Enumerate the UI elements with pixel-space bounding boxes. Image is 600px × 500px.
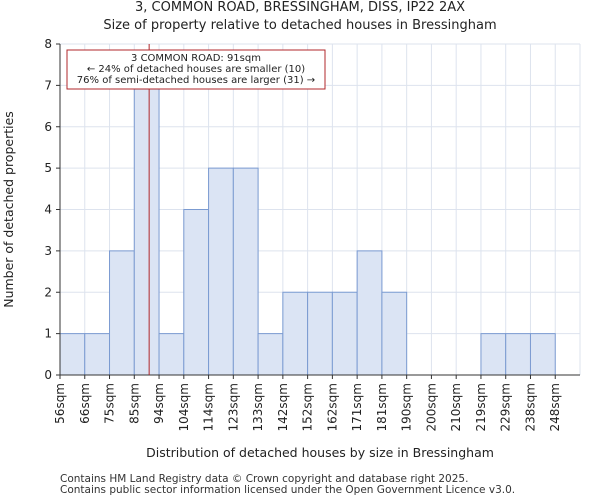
x-tick-label: 248sqm xyxy=(548,383,562,431)
y-tick-label: 0 xyxy=(44,368,52,382)
x-tick-label: 85sqm xyxy=(127,383,141,424)
x-tick-label: 190sqm xyxy=(400,383,414,431)
bar-181sqm xyxy=(381,291,408,376)
bar-56sqm xyxy=(59,333,86,376)
bar-104sqm xyxy=(183,209,210,376)
annotation-line-2: ← 24% of detached houses are smaller (10… xyxy=(87,64,305,75)
bar-123sqm xyxy=(232,167,259,376)
bar-85sqm xyxy=(133,84,160,376)
y-tick-label: 1 xyxy=(44,327,52,341)
x-tick-label: 66sqm xyxy=(78,383,92,424)
y-tick-label: 7 xyxy=(44,78,52,92)
x-tick-label: 229sqm xyxy=(499,383,513,431)
x-axis-label: Distribution of detached houses by size … xyxy=(146,445,494,460)
y-tick-label: 4 xyxy=(44,203,52,217)
x-tick-label: 114sqm xyxy=(202,383,216,431)
y-axis-label: Number of detached properties xyxy=(1,111,16,308)
bar-238sqm xyxy=(529,333,556,376)
x-tick-label: 219sqm xyxy=(474,383,488,431)
footer-line-1: Contains HM Land Registry data © Crown c… xyxy=(60,473,469,485)
x-tick-label: 200sqm xyxy=(424,383,438,431)
annotation-line-1: 3 COMMON ROAD: 91sqm xyxy=(131,53,261,64)
x-tick-label: 171sqm xyxy=(350,383,364,431)
annotation-box: 3 COMMON ROAD: 91sqm ← 24% of detached h… xyxy=(66,49,326,90)
x-tick-label: 94sqm xyxy=(152,383,166,424)
annotation-line-3: 76% of semi-detached houses are larger (… xyxy=(77,75,315,86)
chart-title: 3, COMMON ROAD, BRESSINGHAM, DISS, IP22 … xyxy=(134,0,466,15)
y-tick-label: 2 xyxy=(44,285,52,299)
bar-66sqm xyxy=(84,333,111,376)
x-tick-label: 56sqm xyxy=(53,383,67,424)
bar-229sqm xyxy=(505,333,531,376)
x-tick-label: 142sqm xyxy=(276,383,290,431)
x-tick-label: 181sqm xyxy=(375,383,389,431)
bar-75sqm xyxy=(109,250,135,376)
x-tick-label: 75sqm xyxy=(103,383,117,424)
bar-133sqm xyxy=(257,333,284,376)
bar-219sqm xyxy=(480,333,507,376)
x-tick-label: 152sqm xyxy=(301,383,315,431)
x-ticks: 56sqm 66sqm 75sqm 85sqm 94sqm 104sqm 114sqm 123… xyxy=(53,375,562,431)
histogram-chart: 0 1 2 3 4 5 6 7 8 56sqm 66sqm 75sqm 85sqm 94sqm 104sq… xyxy=(1,37,581,460)
y-tick-label: 6 xyxy=(44,120,52,134)
annotation-rect xyxy=(66,49,326,90)
bar-142sqm xyxy=(282,291,309,376)
x-tick-label: 133sqm xyxy=(251,383,265,431)
bars xyxy=(59,84,556,376)
bar-94sqm xyxy=(158,333,185,376)
footer-line-2: Contains public sector information licen… xyxy=(60,484,516,496)
y-ticks: 0 1 2 3 4 5 6 7 8 xyxy=(44,37,60,382)
x-tick-label: 238sqm xyxy=(523,383,537,431)
x-tick-label: 123sqm xyxy=(226,383,240,431)
x-tick-label: 104sqm xyxy=(177,383,191,431)
y-tick-label: 8 xyxy=(44,37,52,51)
x-tick-label: 210sqm xyxy=(449,383,463,431)
bar-114sqm xyxy=(208,167,234,376)
bar-152sqm xyxy=(307,291,333,376)
y-tick-label: 5 xyxy=(44,161,52,175)
x-tick-label: 162sqm xyxy=(325,383,339,431)
chart-subtitle: Size of property relative to detached ho… xyxy=(103,18,497,33)
bar-171sqm xyxy=(356,250,383,376)
bar-162sqm xyxy=(331,291,358,376)
y-tick-label: 3 xyxy=(44,244,52,258)
